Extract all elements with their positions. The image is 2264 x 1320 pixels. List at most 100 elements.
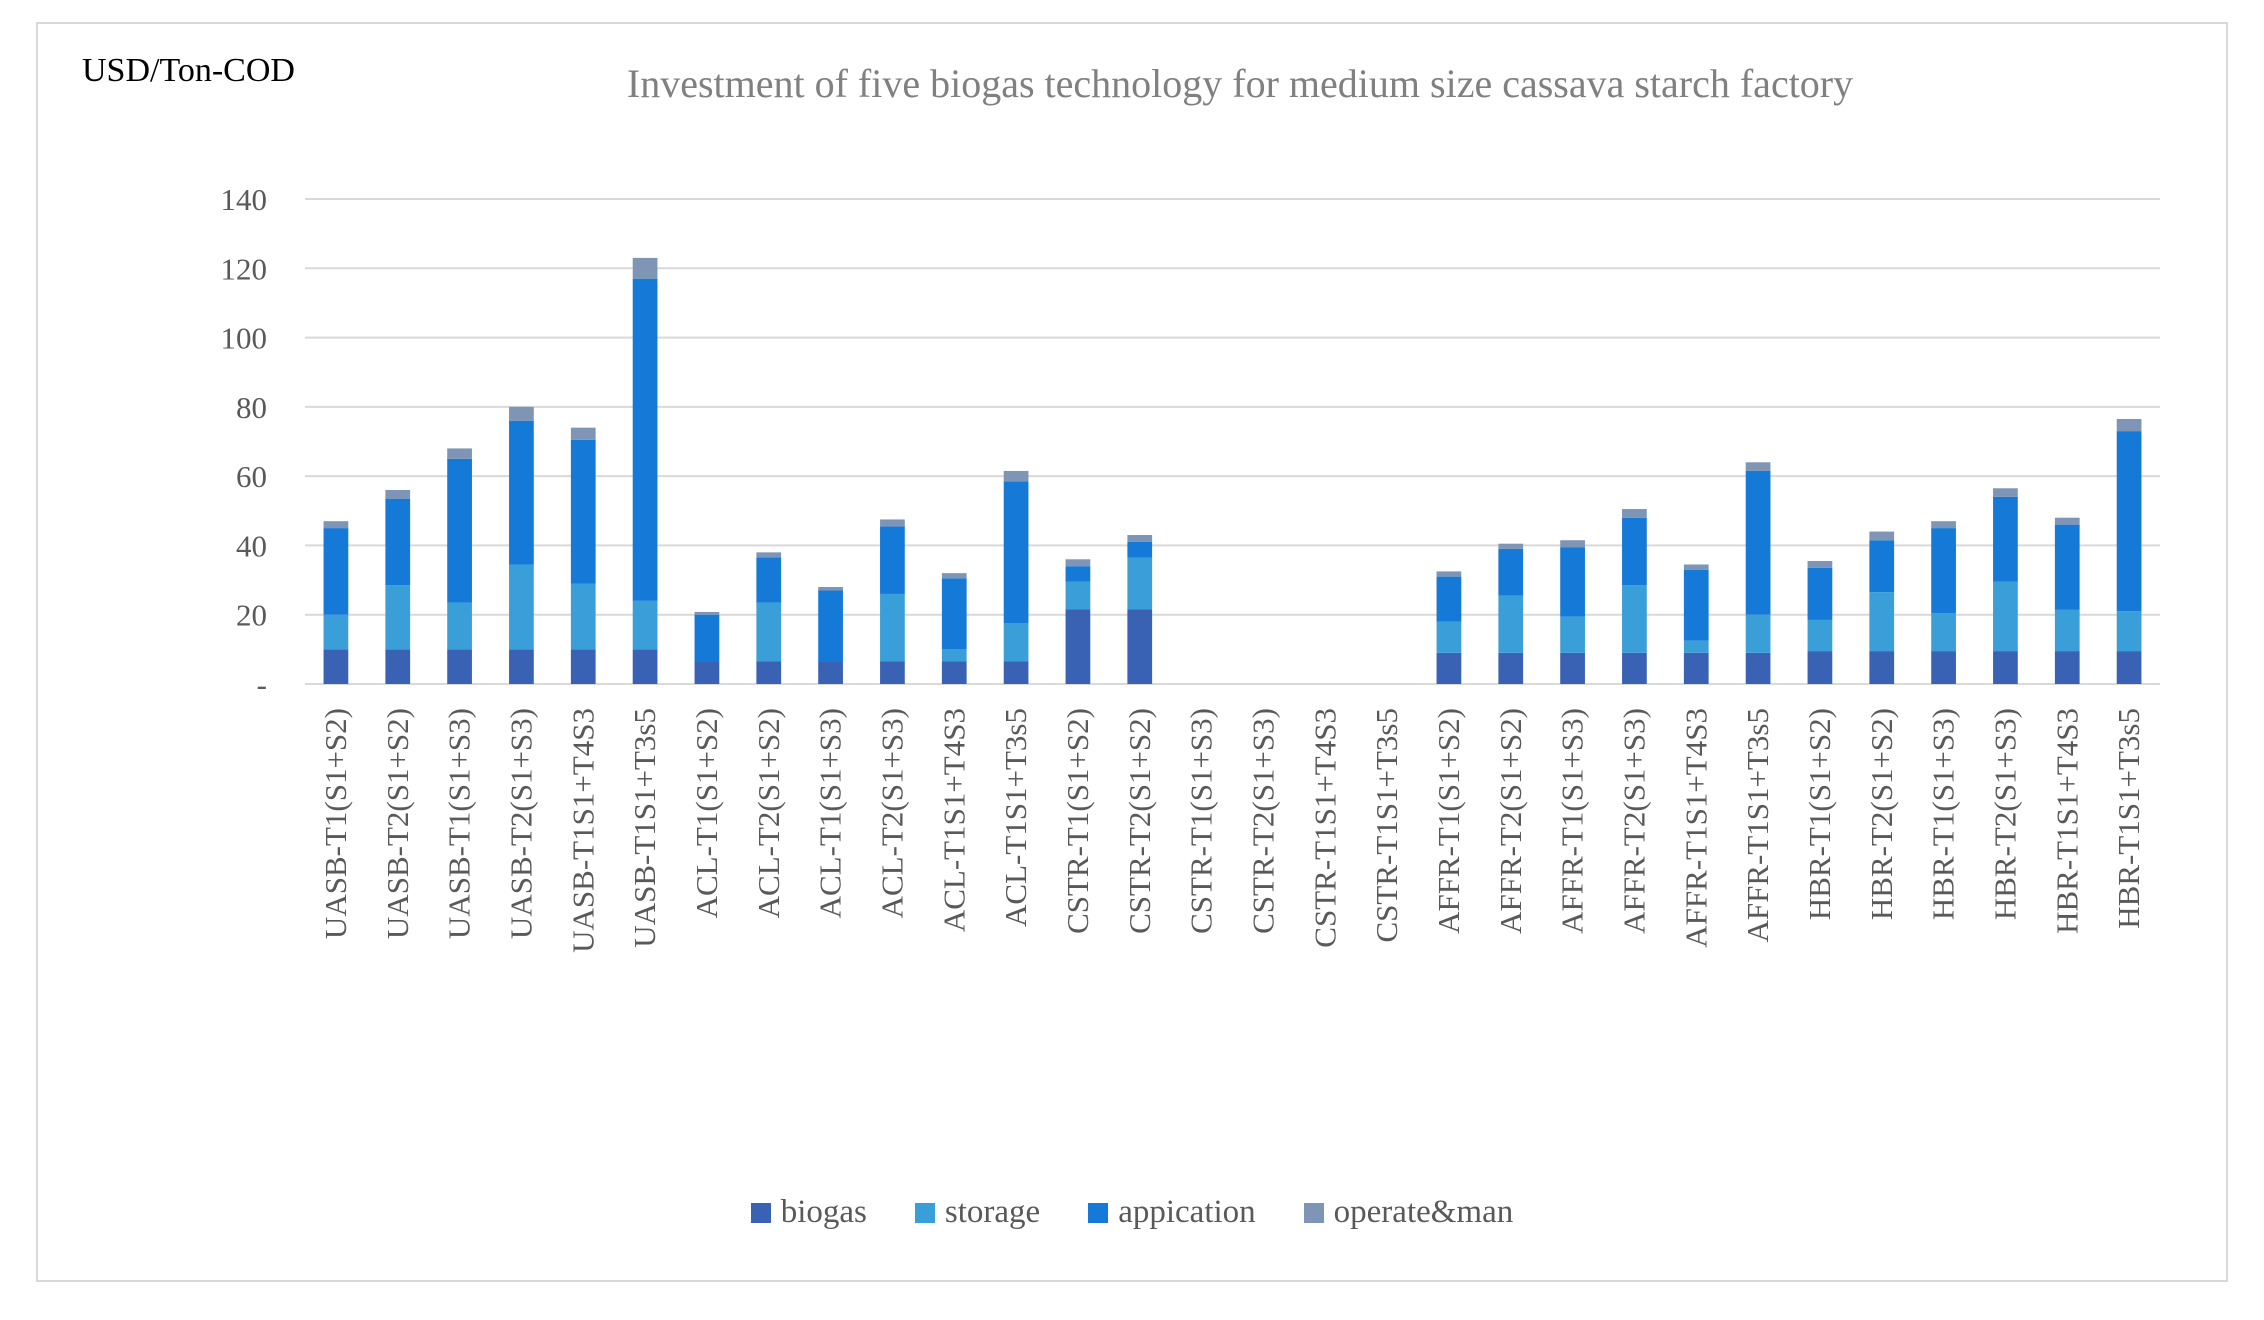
bar-segment-appication: [1683, 569, 1709, 641]
legend-item: biogas: [750, 1194, 867, 1231]
bar-segment-biogas: [447, 649, 472, 684]
bar-segment-storage: [756, 602, 782, 662]
legend-item: operate&man: [1303, 1194, 1514, 1231]
bar-segment-biogas: [880, 661, 905, 684]
bar-segment-storage: [1683, 640, 1709, 653]
bar-segment-appication: [1498, 548, 1524, 596]
bar-segment-operateman: [1560, 540, 1585, 548]
legend-label: biogas: [780, 1194, 867, 1230]
bar-segment-storage: [1065, 581, 1091, 610]
bar-segment-appication: [818, 590, 843, 662]
bar-segment-appication: [694, 614, 720, 662]
x-tick-label: CSTR-T1(S1+S3): [1184, 708, 1219, 934]
bar-segment-operateman: [1436, 571, 1462, 577]
bar-segment-storage: [1745, 614, 1771, 653]
bar-segment-appication: [385, 498, 411, 586]
bar-segment-operateman: [1622, 509, 1647, 518]
bar-segment-operateman: [1993, 488, 2018, 497]
legend-label: storage: [944, 1194, 1041, 1230]
x-tick-label: HBR-T2(S1+S2): [1864, 708, 1899, 920]
bar-segment-biogas: [1993, 651, 2018, 684]
x-tick-label: HBR-T1S1+T3s5: [2111, 708, 2146, 929]
bar-segment-storage: [570, 583, 596, 650]
x-tick-label: CSTR-T2(S1+S2): [1122, 708, 1157, 934]
chart-title: Investment of five biogas technology for…: [626, 61, 1854, 106]
bar-segment-operateman: [2054, 517, 2080, 525]
bar-segment-biogas: [1560, 652, 1585, 684]
bar-segment-appication: [570, 439, 596, 584]
bar-segment-operateman: [385, 490, 411, 499]
legend-label: operate&man: [1333, 1194, 1514, 1230]
bar-segment-biogas: [385, 649, 411, 684]
x-tick-label: ACL-T1(S1+S2): [689, 708, 724, 918]
bar-segment-operateman: [756, 552, 782, 558]
y-tick-label: 20: [236, 598, 267, 633]
bar-segment-biogas: [323, 649, 349, 684]
bar-segment-operateman: [1065, 559, 1091, 567]
bar-segment-operateman: [1498, 543, 1524, 549]
legend-item: appication: [1088, 1194, 1256, 1231]
bar-segment-biogas: [1807, 651, 1833, 684]
legend-label: appication: [1118, 1194, 1256, 1230]
bar-segment-appication: [1931, 528, 1956, 613]
bar-segment-biogas: [694, 661, 720, 684]
bar-segment-appication: [323, 528, 349, 615]
bar-segment-storage: [509, 564, 534, 650]
legend-swatch: [914, 1202, 935, 1223]
x-tick-label: AFFR-T1(S1+S2): [1431, 708, 1466, 934]
bar-segment-appication: [941, 578, 967, 650]
y-tick-label: 40: [236, 528, 267, 563]
x-tick-label: ACL-T1S1+T4S3: [936, 708, 971, 932]
bar-segment-storage: [447, 602, 472, 650]
bar-segment-storage: [1993, 581, 2018, 652]
bar-segment-biogas: [1498, 652, 1524, 684]
legend-swatch: [1088, 1202, 1109, 1223]
bar-segment-appication: [509, 420, 534, 565]
bar-segment-biogas: [818, 661, 843, 684]
bar-segment-storage: [385, 585, 411, 650]
bar-segment-operateman: [1003, 470, 1029, 482]
x-tick-label: HBR-T1S1+T4S3: [2049, 708, 2084, 934]
x-tick-label: HBR-T2(S1+S3): [1987, 708, 2022, 920]
x-tick-label: AFFR-T1S1+T4S3: [1678, 708, 1713, 948]
bar-segment-appication: [1993, 496, 2018, 582]
x-tick-label: CSTR-T1S1+T4S3: [1307, 708, 1342, 948]
x-tick-label: CSTR-T1(S1+S2): [1060, 708, 1095, 934]
bar-segment-storage: [1807, 619, 1833, 652]
y-tick-label: -: [257, 667, 267, 702]
x-tick-label: ACL-T1S1+T3s5: [998, 708, 1033, 927]
bar-segment-appication: [1560, 547, 1585, 617]
bar-segment-storage: [1931, 612, 1956, 652]
chart-legend: biogas storage appication operate&man: [0, 1194, 2264, 1231]
legend-swatch: [750, 1202, 771, 1223]
bar-segment-appication: [880, 526, 905, 594]
bar-segment-storage: [1498, 595, 1524, 653]
legend-swatch: [1303, 1202, 1324, 1223]
bar-segment-operateman: [447, 448, 472, 459]
x-tick-label: UASB-T1S1+T3s5: [627, 708, 662, 948]
y-axis-unit-label: USD/Ton-COD: [82, 52, 295, 89]
bar-segment-appication: [2116, 431, 2142, 612]
bar-segment-storage: [941, 649, 967, 662]
bar-segment-biogas: [1127, 609, 1153, 684]
bar-segment-storage: [1003, 623, 1029, 662]
bar-segment-biogas: [941, 661, 967, 684]
bar-segment-biogas: [570, 649, 596, 684]
bar-segment-appication: [756, 557, 782, 603]
bar-segment-operateman: [1807, 561, 1833, 568]
y-tick-label: 60: [236, 459, 267, 494]
bar-segment-operateman: [509, 406, 534, 421]
x-tick-label: CSTR-T1S1+T3s5: [1369, 708, 1404, 943]
bar-segment-appication: [447, 458, 472, 603]
bar-segment-appication: [1127, 541, 1153, 558]
bar-segment-appication: [2054, 524, 2080, 610]
bar-segment-biogas: [1622, 652, 1647, 684]
bar-segment-storage: [632, 600, 658, 650]
bar-segment-operateman: [2116, 418, 2142, 432]
bar-segment-biogas: [1869, 651, 1895, 684]
x-tick-label: UASB-T2(S1+S2): [380, 708, 415, 939]
x-tick-label: AFFR-T1S1+T3s5: [1740, 708, 1775, 943]
bar-segment-storage: [1436, 621, 1462, 653]
bar-segment-operateman: [941, 573, 967, 579]
bar-segment-operateman: [818, 587, 843, 591]
